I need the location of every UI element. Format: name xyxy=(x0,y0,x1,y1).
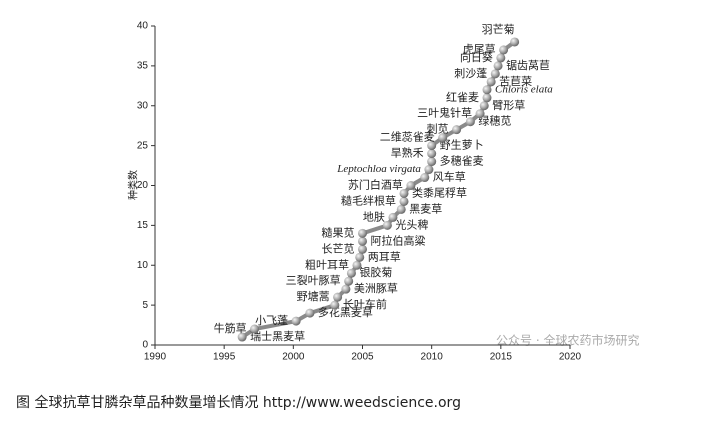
point-label: 锯齿莴苣 xyxy=(506,58,550,72)
point xyxy=(510,37,520,47)
x-tick-label: 2000 xyxy=(282,352,305,363)
point xyxy=(344,276,354,286)
point-label: 向日葵 xyxy=(460,50,493,64)
point-label: 苏门白酒草 xyxy=(348,178,403,192)
point xyxy=(465,117,475,127)
point xyxy=(237,332,247,342)
point-label: 光头稗 xyxy=(395,217,428,231)
point-label: 三叶鬼针草 xyxy=(417,106,472,120)
y-tick-label: 10 xyxy=(137,260,149,271)
point xyxy=(341,284,351,294)
point-label: 虎尾草 xyxy=(463,43,496,56)
point xyxy=(475,109,485,119)
point xyxy=(358,236,367,246)
point xyxy=(355,252,365,262)
point xyxy=(499,45,509,55)
point xyxy=(420,173,430,183)
point xyxy=(490,69,500,79)
x-tick-label: 2005 xyxy=(351,352,374,363)
point xyxy=(399,188,409,198)
y-tick-label: 25 xyxy=(137,140,149,151)
point-label: 阿拉伯高粱 xyxy=(371,233,426,247)
point-label: 长叶车前 xyxy=(343,297,387,311)
point xyxy=(291,316,301,326)
point-label: Leptochloa virgata xyxy=(336,163,421,175)
point xyxy=(330,300,340,310)
point-label: 地肤 xyxy=(363,209,385,223)
y-tick-label: 5 xyxy=(142,300,148,311)
y-tick-label: 20 xyxy=(137,180,149,191)
point-label: 野塘蒿 xyxy=(297,289,330,303)
y-axis-label: 种类数 xyxy=(127,170,140,200)
point xyxy=(250,324,260,334)
point xyxy=(346,268,356,278)
point-label: 刺沙蓬 xyxy=(454,67,487,80)
point xyxy=(382,220,392,230)
point xyxy=(493,61,503,71)
point xyxy=(496,53,506,63)
point xyxy=(406,181,416,190)
point-label: 刺苋 xyxy=(427,123,449,136)
watermark: 公众号 · 全球农药市场研究 xyxy=(496,333,639,348)
point xyxy=(427,141,437,151)
point-label: 红雀麦 xyxy=(446,91,479,104)
y-tick-label: 30 xyxy=(137,100,149,111)
y-tick-label: 40 xyxy=(137,21,149,32)
y-tick-label: 35 xyxy=(137,61,149,72)
point-label: 粗叶耳草 xyxy=(305,258,349,271)
x-tick-label: 2010 xyxy=(421,352,444,363)
point-label: 二维蕊雀麦 xyxy=(380,131,435,144)
point xyxy=(333,292,343,302)
y-tick-label: 15 xyxy=(137,220,149,231)
point-label: 多穗雀麦 xyxy=(440,154,484,168)
point-label: 风车草 xyxy=(433,170,466,184)
point-label: 类黍尾稃草 xyxy=(412,185,467,199)
point xyxy=(482,85,492,95)
point xyxy=(438,133,448,143)
point-label: 银胶菊 xyxy=(359,265,392,279)
point-label: 牛筋草 xyxy=(214,321,247,335)
point xyxy=(452,125,462,135)
caption: 图 全球抗草甘膦杂草品种数量增长情况 http://www.weedscienc… xyxy=(16,395,461,411)
point xyxy=(305,308,315,318)
point xyxy=(427,157,437,167)
point xyxy=(358,244,367,254)
point xyxy=(427,149,437,159)
point-label: 多花黑麦草 xyxy=(318,305,373,319)
point-label: 长芒苋 xyxy=(322,242,355,255)
point xyxy=(396,204,406,214)
point-label: 糙果苋 xyxy=(322,225,355,239)
point xyxy=(482,93,492,103)
point-label: 美洲豚草 xyxy=(354,282,398,295)
x-tick-label: 1995 xyxy=(213,352,236,363)
point-label: 两耳草 xyxy=(368,250,401,263)
chart: 种类数 公众号 · 全球农药市场研究 0 5 10 15 20 25 30 35 40 1990 1… xyxy=(127,21,640,363)
point-label: 绿穗苋 xyxy=(478,114,511,128)
point xyxy=(388,212,398,222)
point xyxy=(399,196,409,206)
point-label: 三裂叶豚草 xyxy=(286,274,341,287)
point-label: 旱熟禾 xyxy=(391,146,424,160)
point-label: 臂形草 xyxy=(492,99,525,112)
x-tick-label: 2015 xyxy=(490,352,513,363)
point-label: 小飞蓬 xyxy=(255,314,288,327)
point-label: 野生萝卜 xyxy=(440,138,484,152)
point-label: 羽芒菊 xyxy=(482,23,515,36)
point-label: 瑞士黑麦草 xyxy=(250,329,305,343)
x-tick-label: 1990 xyxy=(144,352,167,363)
point xyxy=(479,101,489,111)
point-label: 黑麦草 xyxy=(409,202,442,215)
point xyxy=(358,228,367,238)
point-label: 苦苣菜 xyxy=(499,75,532,88)
point-label: Chloris elata xyxy=(495,83,553,95)
y-tick-label: 0 xyxy=(142,340,148,351)
point xyxy=(424,165,434,175)
point xyxy=(352,260,362,270)
point xyxy=(486,77,496,87)
point-label: 糙毛绊根草 xyxy=(341,193,396,207)
x-tick-label: 2020 xyxy=(559,352,582,363)
